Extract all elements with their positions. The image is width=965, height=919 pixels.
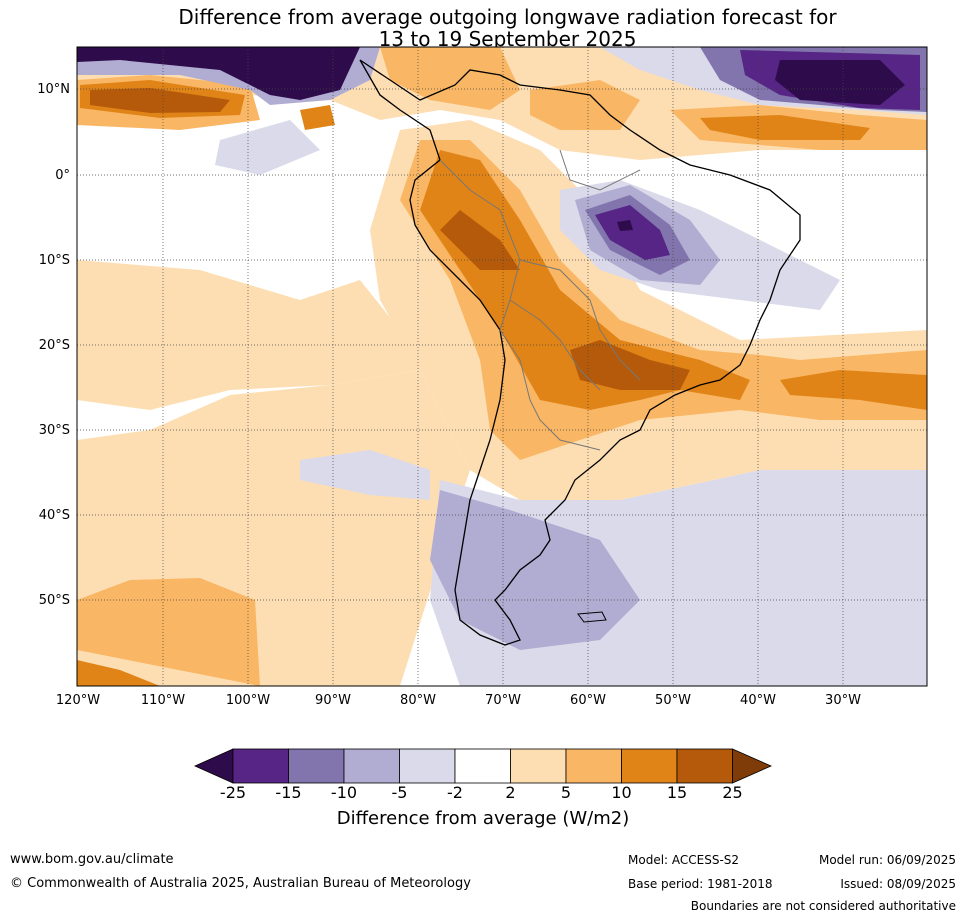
lat-label-40s: 40°S — [38, 508, 70, 523]
lat-label-0: 0° — [55, 168, 70, 183]
colorbar-extend-low — [194, 748, 234, 784]
footer-copyright: © Commonwealth of Australia 2025, Austra… — [10, 876, 471, 891]
colorbar-bin-3 — [343, 748, 400, 784]
colorbar-tick: 5 — [560, 783, 572, 802]
lon-label-80w: 80°W — [400, 693, 436, 708]
colorbar-bin-1 — [232, 748, 289, 784]
colorbar-tick: -10 — [330, 783, 358, 802]
colorbar-tick: 25 — [722, 783, 743, 802]
country-borders — [439, 149, 641, 451]
colorbar-bin-8 — [621, 748, 678, 784]
lon-label-70w: 70°W — [485, 693, 521, 708]
lon-label-100w: 100°W — [225, 693, 271, 708]
colorbar-bin-7 — [565, 748, 622, 784]
lon-label-50w: 50°W — [655, 693, 691, 708]
footer-model: Model: ACCESS-S2 — [628, 853, 740, 867]
lat-label-50s: 50°S — [38, 593, 70, 608]
lon-label-40w: 40°W — [740, 693, 776, 708]
title-line-1: Difference from average outgoing longwav… — [178, 5, 837, 29]
title-line-2: 13 to 19 September 2025 — [378, 27, 637, 51]
lat-label-30s: 30°S — [38, 423, 70, 438]
footer-base-period: Base period: 1981-2018 — [628, 877, 773, 891]
south-america-coastline — [359, 59, 801, 646]
colorbar-bin-4 — [399, 748, 456, 784]
colorbar-bin-6 — [510, 748, 567, 784]
lat-label-10n: 10°N — [37, 82, 70, 97]
colorbar-label: Difference from average (W/m2) — [336, 808, 630, 829]
colorbar-bin-5 — [454, 748, 511, 784]
map-frame — [76, 46, 928, 687]
lon-label-90w: 90°W — [315, 693, 351, 708]
lon-label-120w: 120°W — [55, 693, 101, 708]
footer-issued: Issued: 08/09/2025 — [840, 877, 956, 891]
anomaly-field — [77, 47, 927, 686]
lon-label-60w: 60°W — [570, 693, 606, 708]
colorbar-tick: -15 — [275, 783, 302, 802]
lon-label-30w: 30°W — [825, 693, 861, 708]
colorbar-tick: 2 — [505, 783, 516, 802]
footer-disclaimer: Boundaries are not considered authoritat… — [690, 899, 956, 913]
colorbar-tick: -25 — [219, 783, 247, 802]
colorbar-bin-9 — [676, 748, 733, 784]
lat-label-20s: 20°S — [38, 338, 70, 353]
graticule — [77, 47, 927, 686]
colorbar — [194, 748, 772, 784]
falklands-outline — [577, 611, 607, 623]
colorbar-tick: 10 — [611, 783, 632, 802]
colorbar-tick: -5 — [391, 783, 408, 802]
lat-label-10s: 10°S — [38, 253, 70, 268]
footer-model-run: Model run: 06/09/2025 — [818, 853, 956, 867]
colorbar-tick: -2 — [447, 783, 463, 802]
footer-url: www.bom.gov.au/climate — [10, 852, 174, 867]
lon-label-110w: 110°W — [140, 693, 186, 708]
colorbar-tick: 15 — [666, 783, 688, 802]
colorbar-extend-high — [732, 748, 772, 784]
colorbar-bin-2 — [288, 748, 345, 784]
